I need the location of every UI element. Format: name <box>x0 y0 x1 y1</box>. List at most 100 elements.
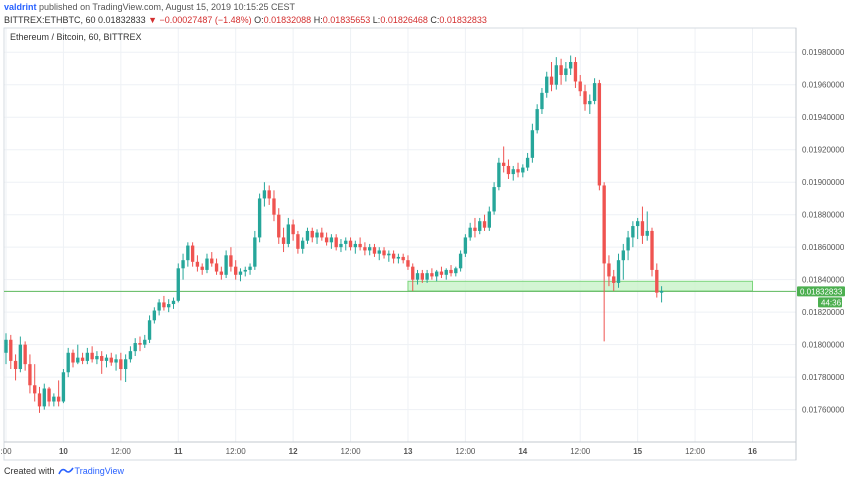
open-label: O: <box>254 15 264 25</box>
price-tick-label: 0.01980000 <box>802 48 845 57</box>
candle-body <box>238 271 243 275</box>
candle-body <box>535 109 539 131</box>
candle-body <box>363 247 367 251</box>
candle-body <box>95 356 99 360</box>
candle-body <box>267 190 271 199</box>
candle-body <box>71 352 75 363</box>
candle-body <box>28 364 32 386</box>
candle-body <box>257 198 262 238</box>
candle-body <box>100 356 104 361</box>
time-tick-label: 11 <box>174 447 183 456</box>
tradingview-logo-icon <box>57 467 74 475</box>
candle-body <box>406 260 410 267</box>
candle-body <box>626 237 630 251</box>
last-price-tag: 0.01832833 44:36 <box>797 286 845 308</box>
candle-body <box>501 162 506 166</box>
candle-body <box>61 372 66 402</box>
time-tick-label: 16 <box>748 447 757 456</box>
candle-body <box>463 237 468 254</box>
candle-body <box>391 253 396 259</box>
candle-body <box>578 81 582 92</box>
candle-body <box>310 230 314 238</box>
tradingview-brand-link[interactable]: TradingView <box>74 466 125 476</box>
candle-body <box>458 253 463 269</box>
candle-body <box>396 256 401 259</box>
price-axis-labels: 0.01760000 0.01780000 0.01800000 0.01820000… <box>802 48 845 414</box>
candle-body <box>56 396 61 402</box>
candle-body <box>277 214 281 238</box>
countdown-label: 44:36 <box>821 298 842 307</box>
price-tick-label: 0.01840000 <box>802 276 845 285</box>
candle-body <box>444 269 448 275</box>
candle-body <box>305 230 310 241</box>
candle-body <box>195 261 200 267</box>
candle-body <box>344 240 348 244</box>
low-value: 0.01826468 <box>380 15 428 25</box>
candle-body <box>181 260 185 269</box>
candle-body <box>42 388 46 407</box>
candle-body <box>516 169 520 173</box>
candle-body <box>334 237 338 248</box>
candle-body <box>76 357 80 363</box>
candle-body <box>655 269 659 293</box>
candle-body <box>382 250 386 256</box>
candlestick-series <box>4 55 664 413</box>
candle-body <box>205 258 209 270</box>
time-tick-label: 12:00 <box>111 447 132 456</box>
candle-body <box>358 243 362 248</box>
last-price: 0.01832833 <box>98 15 146 25</box>
candle-body <box>315 232 319 238</box>
time-tick-label: 12:00 <box>341 447 362 456</box>
candle-body <box>478 221 482 231</box>
time-tick-label: 12:00 <box>455 447 476 456</box>
candle-body <box>545 76 549 93</box>
candle-body <box>133 343 137 352</box>
candle-body <box>487 211 491 228</box>
candle-body <box>511 169 515 175</box>
high-label: H: <box>313 15 323 25</box>
candle-body <box>377 250 381 254</box>
candle-body <box>506 165 511 175</box>
price-tick-label: 0.01900000 <box>802 178 845 187</box>
candle-body <box>353 243 357 248</box>
candle-body <box>162 302 166 308</box>
support-zone-rect <box>407 280 754 292</box>
author-link[interactable]: valdrint <box>4 2 37 12</box>
candle-body <box>564 68 568 75</box>
candle-body <box>372 247 377 254</box>
candle-body <box>597 83 602 186</box>
published-text: published on TradingView.com, August 15,… <box>39 2 296 12</box>
candle-body <box>645 230 649 236</box>
candle-body <box>214 263 219 272</box>
candle-body <box>157 302 161 311</box>
price-tick-label: 0.01960000 <box>802 81 845 90</box>
price-tick-label: 0.01760000 <box>802 406 845 415</box>
candle-body <box>281 237 286 244</box>
candle-body <box>210 258 214 264</box>
price-tick-label: 0.01880000 <box>802 211 845 220</box>
price-tick-label: 0.01820000 <box>802 308 845 317</box>
last-price-tag-label: 0.01832833 <box>800 287 843 296</box>
candle-body <box>4 339 8 353</box>
candle-body <box>588 100 592 105</box>
candle-body <box>37 393 42 407</box>
candle-body <box>219 271 224 275</box>
price-tick-label: 0.01940000 <box>802 113 845 122</box>
close-label: C: <box>430 15 440 25</box>
candle-body <box>109 357 113 363</box>
chart-pane-border <box>3 27 797 461</box>
candle-body <box>243 269 247 272</box>
candle-body <box>80 357 85 361</box>
time-tick-label: 12:00 <box>685 447 706 456</box>
symbol-label: BITTREX:ETHBTC, 60 <box>4 15 96 25</box>
candle-body <box>128 351 133 360</box>
time-axis-labels: :00 10 12:00 11 12:00 12 12:00 13 12:00 14 12:00 15… <box>0 447 757 456</box>
last-price-tag-bg <box>797 286 845 297</box>
candle-body <box>530 130 535 158</box>
candle-body <box>301 240 305 249</box>
price-change: ▼ −0.00027487 (−1.48%) <box>148 15 252 25</box>
price-tick-label: 0.01800000 <box>802 341 845 350</box>
candle-body <box>554 65 558 85</box>
candle-body <box>262 190 267 199</box>
